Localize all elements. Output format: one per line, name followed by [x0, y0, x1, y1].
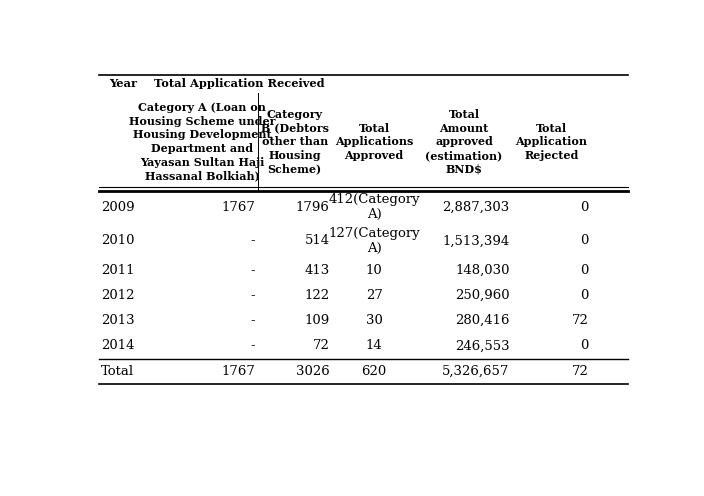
- Text: -: -: [251, 235, 256, 248]
- Text: Category A (Loan on
Housing Scheme under
Housing Development
Department and
Yaya: Category A (Loan on Housing Scheme under…: [129, 102, 275, 182]
- Text: -: -: [251, 289, 256, 302]
- Text: 72: 72: [313, 339, 329, 353]
- Text: Category
B (Debtors
other than
Housing
Scheme): Category B (Debtors other than Housing S…: [260, 109, 329, 175]
- Text: 2010: 2010: [101, 235, 134, 248]
- Text: Total Application Received: Total Application Received: [154, 78, 325, 89]
- Text: Total: Total: [101, 365, 134, 377]
- Text: 2012: 2012: [101, 289, 134, 302]
- Text: 10: 10: [366, 264, 382, 277]
- Text: 0: 0: [581, 289, 589, 302]
- Text: 2009: 2009: [101, 201, 134, 214]
- Text: 280,416: 280,416: [455, 314, 510, 327]
- Text: 148,030: 148,030: [455, 264, 510, 277]
- Text: 412(Category
A): 412(Category A): [328, 193, 420, 221]
- Text: 122: 122: [304, 289, 329, 302]
- Text: Total
Applications
Approved: Total Applications Approved: [335, 123, 413, 161]
- Text: 1767: 1767: [222, 201, 256, 214]
- Text: 72: 72: [572, 314, 589, 327]
- Text: 109: 109: [304, 314, 329, 327]
- Text: 2014: 2014: [101, 339, 134, 353]
- Text: Total
Application
Rejected: Total Application Rejected: [515, 123, 587, 161]
- Text: Total
Amount
approved
(estimation)
BND$: Total Amount approved (estimation) BND$: [425, 109, 503, 175]
- Text: 246,553: 246,553: [455, 339, 510, 353]
- Text: 1796: 1796: [296, 201, 329, 214]
- Text: 514: 514: [304, 235, 329, 248]
- Text: 0: 0: [581, 201, 589, 214]
- Text: 0: 0: [581, 235, 589, 248]
- Text: 27: 27: [365, 289, 382, 302]
- Text: 3026: 3026: [296, 365, 329, 377]
- Text: 413: 413: [304, 264, 329, 277]
- Text: 1767: 1767: [222, 365, 256, 377]
- Text: 14: 14: [366, 339, 382, 353]
- Text: -: -: [251, 314, 256, 327]
- Text: 620: 620: [361, 365, 386, 377]
- Text: -: -: [251, 339, 256, 353]
- Text: 2011: 2011: [101, 264, 134, 277]
- Text: 1,513,394: 1,513,394: [442, 235, 510, 248]
- Text: 72: 72: [572, 365, 589, 377]
- Text: Year: Year: [108, 78, 137, 89]
- Text: 0: 0: [581, 339, 589, 353]
- Text: -: -: [251, 264, 256, 277]
- Text: 127(Category
A): 127(Category A): [328, 227, 420, 255]
- Text: 30: 30: [365, 314, 382, 327]
- Text: 0: 0: [581, 264, 589, 277]
- Text: 5,326,657: 5,326,657: [442, 365, 510, 377]
- Text: 2,887,303: 2,887,303: [442, 201, 510, 214]
- Text: 250,960: 250,960: [455, 289, 510, 302]
- Text: 2013: 2013: [101, 314, 134, 327]
